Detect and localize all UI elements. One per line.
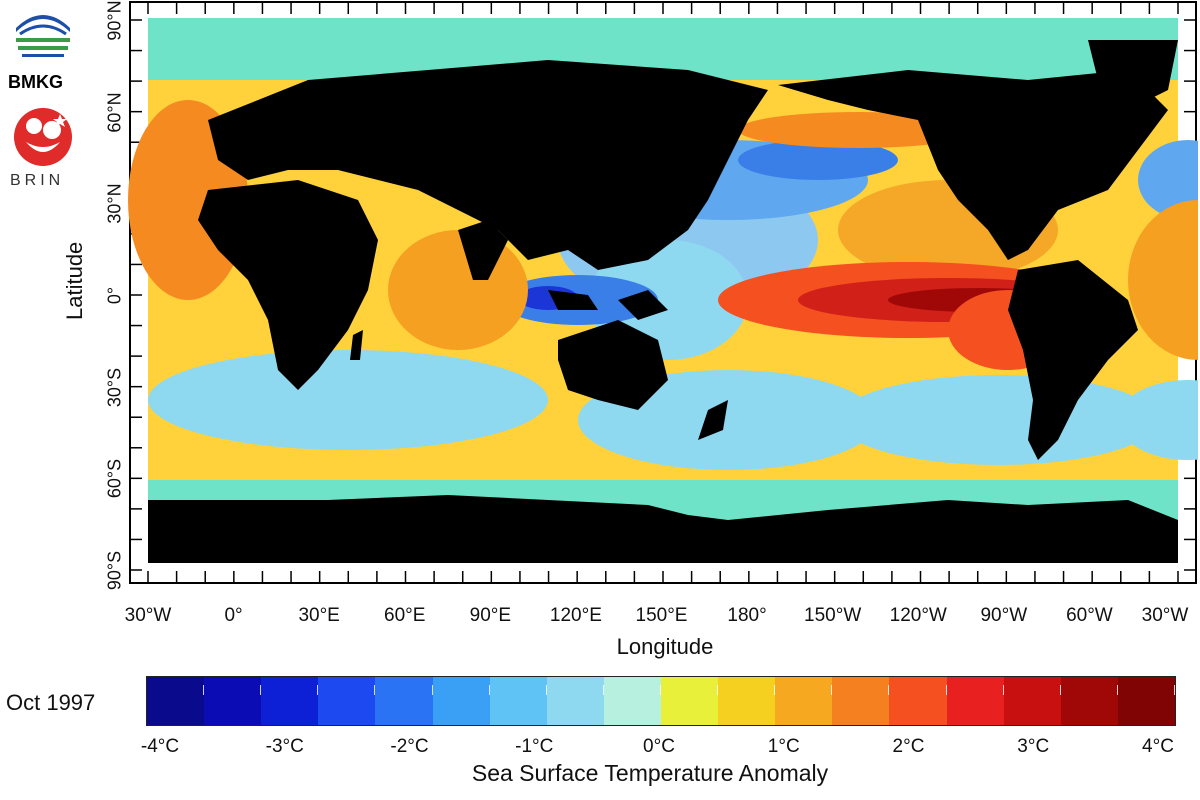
x-tick-label: 120°E (549, 605, 602, 626)
colorbar-tick-label: 2°C (892, 736, 925, 757)
y-tick-label: 30°S (104, 367, 125, 407)
colorbar-tick-label: 1°C (767, 736, 800, 757)
colorbar-swatch (204, 677, 262, 725)
colorbar-swatch (261, 677, 319, 725)
colorbar-tick-label: 3°C (1017, 736, 1050, 757)
y-tick-label: 0° (104, 286, 125, 305)
colorbar-swatch (432, 677, 490, 725)
x-tick-label: 90°E (469, 605, 512, 626)
colorbar-swatch (718, 677, 776, 725)
x-tick-label: 180° (727, 605, 767, 626)
y-tick-label: 90°S (104, 550, 125, 591)
x-tick-label: 30°E (298, 605, 340, 626)
colorbar-swatch (1060, 677, 1118, 725)
colorbar-tick-label: -4°C (140, 736, 180, 757)
colorbar-swatch (546, 677, 604, 725)
colorbar (146, 676, 1176, 726)
y-tick-label: 30°N (104, 183, 125, 224)
frame-ticks (130, 2, 1196, 583)
colorbar-swatch (603, 677, 662, 725)
bmkg-logo-text: BMKG (8, 72, 63, 92)
colorbar-tick-label: 4°C (1142, 736, 1174, 757)
y-tick-label: 60°S (104, 459, 125, 499)
colorbar-swatch (889, 677, 947, 725)
colorbar-swatch (775, 677, 833, 725)
colorbar-swatch (318, 677, 376, 725)
x-tick-label: 120°W (889, 605, 947, 626)
colorbar-swatch (832, 677, 890, 725)
colorbar-tick-label: 0°C (643, 736, 675, 757)
colorbar-swatch (489, 677, 547, 725)
sst-anomaly-map (128, 1, 1198, 584)
brin-logo-icon (14, 108, 72, 166)
x-tick-label: 150°W (804, 605, 862, 626)
date-label: Oct 1997 (6, 690, 96, 715)
bmkg-logo-icon (13, 7, 73, 67)
land-masses (148, 40, 1178, 563)
logo-panel: BMKG BRIN (0, 0, 90, 200)
brin-logo-text: BRIN (10, 172, 65, 189)
y-tick-label: 90°N (104, 0, 125, 41)
colorbar-title: Sea Surface Temperature Anomaly (471, 760, 829, 786)
colorbar-tick-label: -3°C (265, 736, 304, 757)
colorbar-tick-label: -1°C (515, 736, 554, 757)
x-axis-label: Longitude (616, 634, 714, 659)
x-tick-label: 0° (224, 605, 243, 626)
colorbar-swatch (1117, 677, 1176, 725)
y-axis-label: Latitude (62, 241, 87, 320)
y-tick-label: 60°N (104, 92, 125, 133)
colorbar-swatch (1003, 677, 1061, 725)
x-tick-label: 150°E (635, 605, 688, 626)
colorbar-swatch (147, 677, 205, 725)
colorbar-tick-label: -2°C (390, 736, 429, 757)
colorbar-swatch (660, 677, 719, 725)
x-tick-label: 30°W (1141, 605, 1189, 626)
x-tick-label: 60°E (384, 605, 426, 626)
x-tick-label: 30°W (124, 605, 172, 626)
x-tick-label: 60°W (1066, 605, 1113, 626)
x-tick-label: 90°W (980, 605, 1028, 626)
colorbar-swatch (946, 677, 1004, 725)
colorbar-swatch (375, 677, 433, 725)
